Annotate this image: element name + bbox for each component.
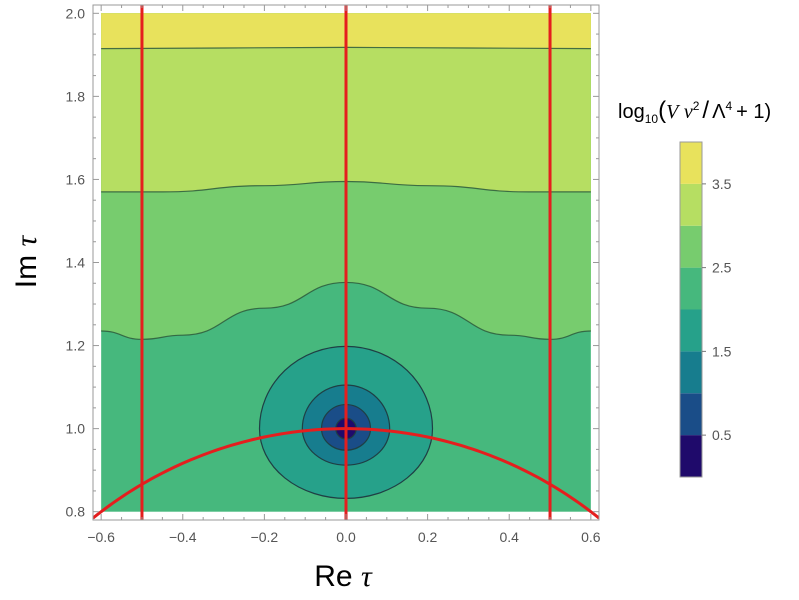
x-axis: −0.6 −0.4 −0.2 0.0 0.2 0.4 0.6 bbox=[87, 5, 601, 545]
x-tick-label: 0.0 bbox=[336, 529, 356, 545]
colorbar-swatch bbox=[680, 351, 702, 394]
colorbar-swatch bbox=[680, 225, 702, 268]
colorbar-tick-label: 3.5 bbox=[712, 176, 732, 192]
plot-area bbox=[93, 5, 599, 520]
y-tick-label: 1.6 bbox=[66, 171, 86, 187]
colorbar-frame bbox=[679, 141, 703, 478]
x-tick-label: 0.6 bbox=[581, 529, 601, 545]
y-axis: 0.8 1.0 1.2 1.4 1.6 1.8 2.0 bbox=[66, 5, 599, 520]
colorbar-swatch bbox=[680, 435, 702, 477]
colorbar: 0.5 1.5 2.5 3.5 bbox=[679, 141, 732, 478]
y-tick-label: 0.8 bbox=[66, 504, 86, 520]
x-tick-label: 0.2 bbox=[418, 529, 438, 545]
y-tick-label: 1.8 bbox=[66, 88, 86, 104]
colorbar-swatch bbox=[680, 309, 702, 352]
x-tick-label: −0.2 bbox=[251, 529, 279, 545]
colorbar-swatch bbox=[680, 142, 702, 184]
x-tick-label: −0.4 bbox=[169, 529, 197, 545]
x-tick-label: 0.4 bbox=[499, 529, 519, 545]
colorbar-tick-label: 0.5 bbox=[712, 427, 732, 443]
colorbar-swatch bbox=[680, 267, 702, 310]
y-axis-title: Im τ bbox=[10, 235, 43, 289]
colorbar-tick-label: 1.5 bbox=[712, 343, 732, 359]
y-tick-label: 1.0 bbox=[66, 421, 86, 437]
y-tick-label: 1.2 bbox=[66, 338, 86, 354]
y-tick-label: 2.0 bbox=[66, 5, 86, 21]
colorbar-swatch bbox=[680, 393, 702, 436]
overlay-unit-circle-arc bbox=[93, 427, 599, 520]
colorbar-title: log10(V v2/Λ4 + 1) bbox=[618, 97, 771, 126]
colorbar-swatch bbox=[680, 183, 702, 226]
y-tick-label: 1.4 bbox=[66, 255, 86, 271]
x-axis-title: Re τ bbox=[314, 560, 373, 593]
x-tick-label: −0.6 bbox=[87, 529, 115, 545]
colorbar-tick-label: 2.5 bbox=[712, 260, 732, 276]
